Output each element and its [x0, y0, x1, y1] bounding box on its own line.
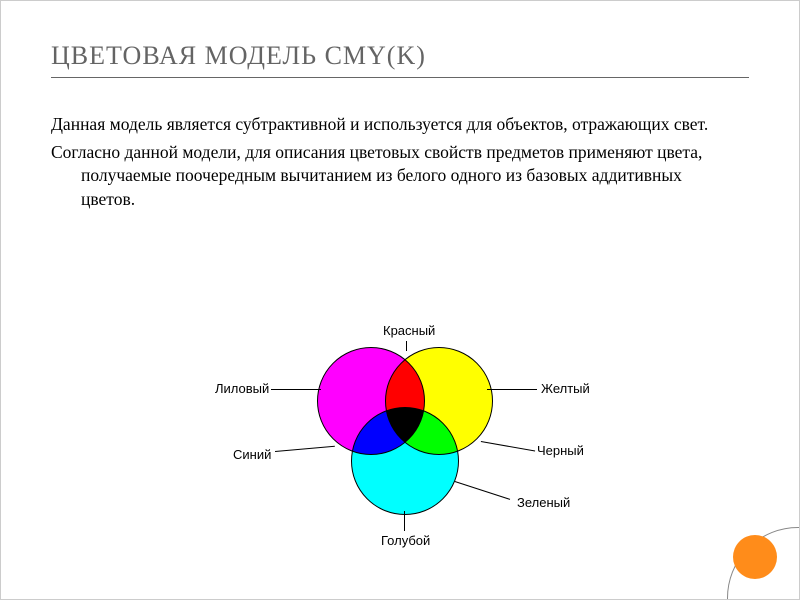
label-green: Зеленый: [517, 495, 570, 510]
leader-line: [481, 441, 535, 452]
leader-line: [487, 389, 537, 390]
circle-cyan: [351, 407, 459, 515]
label-cyan: Голубой: [381, 533, 430, 548]
leader-line: [455, 481, 510, 500]
label-yellow: Желтый: [541, 381, 590, 396]
leader-line: [275, 446, 335, 452]
label-blue: Синий: [233, 447, 271, 462]
paragraph-1: Данная модель является субтрактивной и и…: [51, 113, 739, 137]
slide: ЦВЕТОВАЯ МОДЕЛЬ CMY(K) Данная модель явл…: [0, 0, 800, 600]
body-text: Данная модель является субтрактивной и и…: [51, 113, 739, 216]
label-black: Черный: [537, 443, 584, 458]
cmy-venn-diagram: Красный Лиловый Желтый Черный Синий Зеле…: [211, 311, 591, 566]
leader-line: [271, 389, 321, 390]
corner-decoration-dot: [733, 535, 777, 579]
leader-line: [404, 511, 405, 531]
paragraph-2: Согласно данной модели, для описания цве…: [51, 141, 739, 212]
label-red: Красный: [383, 323, 435, 338]
slide-title: ЦВЕТОВАЯ МОДЕЛЬ CMY(K): [51, 41, 749, 78]
label-magenta: Лиловый: [215, 381, 269, 396]
leader-line: [406, 341, 407, 351]
